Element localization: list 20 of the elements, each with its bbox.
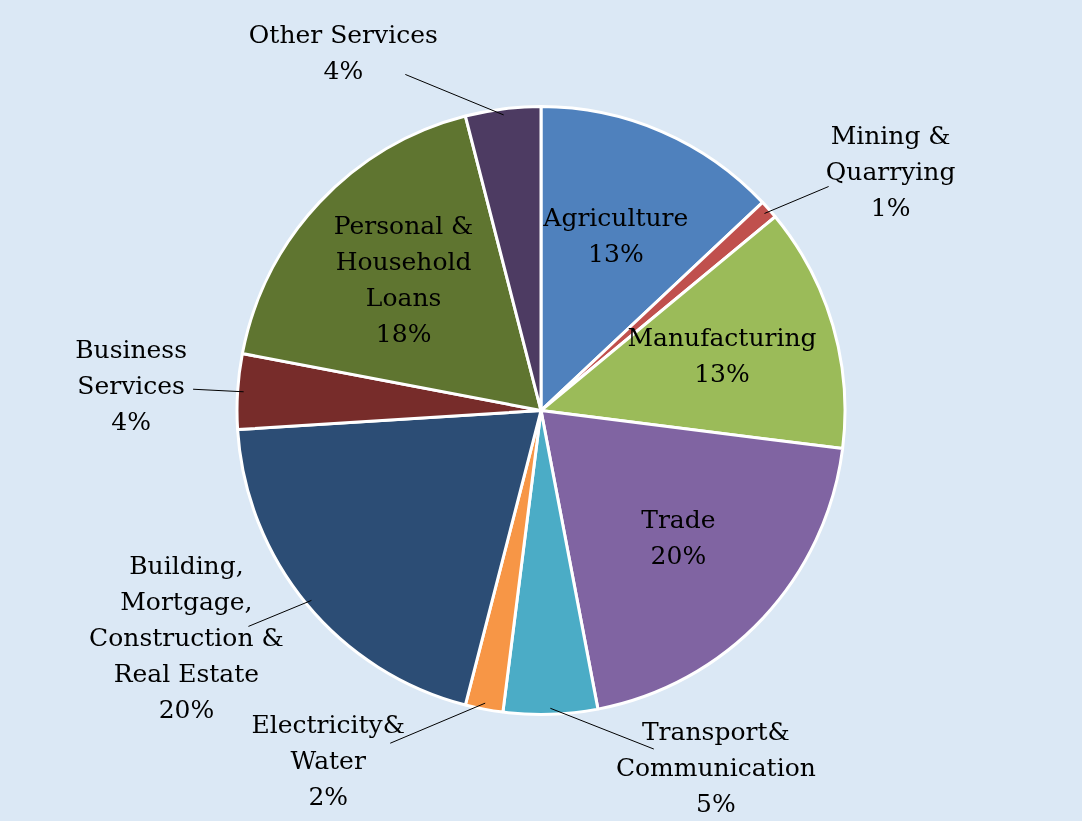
data-label: 4% bbox=[323, 56, 364, 86]
slice-label: Trade bbox=[641, 505, 716, 535]
slice-label: Building, Mortgage, Construction & Real Estate bbox=[89, 550, 284, 688]
data-label: 20% bbox=[158, 694, 215, 724]
slice-label: Transport& Communication bbox=[615, 716, 816, 782]
data-label: 2% bbox=[308, 782, 349, 812]
data-label: 13% bbox=[588, 239, 644, 269]
data-label: 13% bbox=[694, 359, 750, 389]
data-label: 1% bbox=[870, 192, 911, 222]
slice-label: Business Services bbox=[75, 335, 188, 401]
data-label: 20% bbox=[650, 541, 707, 571]
data-label: 5% bbox=[696, 788, 736, 818]
slice-label: Other Services bbox=[248, 20, 438, 50]
data-label: 4% bbox=[111, 407, 151, 437]
slice-label: Electricity& Water bbox=[251, 710, 405, 776]
slice-label: Manufacturing bbox=[627, 323, 817, 353]
data-label: 18% bbox=[375, 318, 432, 348]
slice-label: Mining & Quarrying bbox=[825, 120, 956, 186]
slice-label: Agriculture bbox=[542, 203, 689, 233]
slice-label: Personal & Household Loans bbox=[333, 210, 474, 312]
